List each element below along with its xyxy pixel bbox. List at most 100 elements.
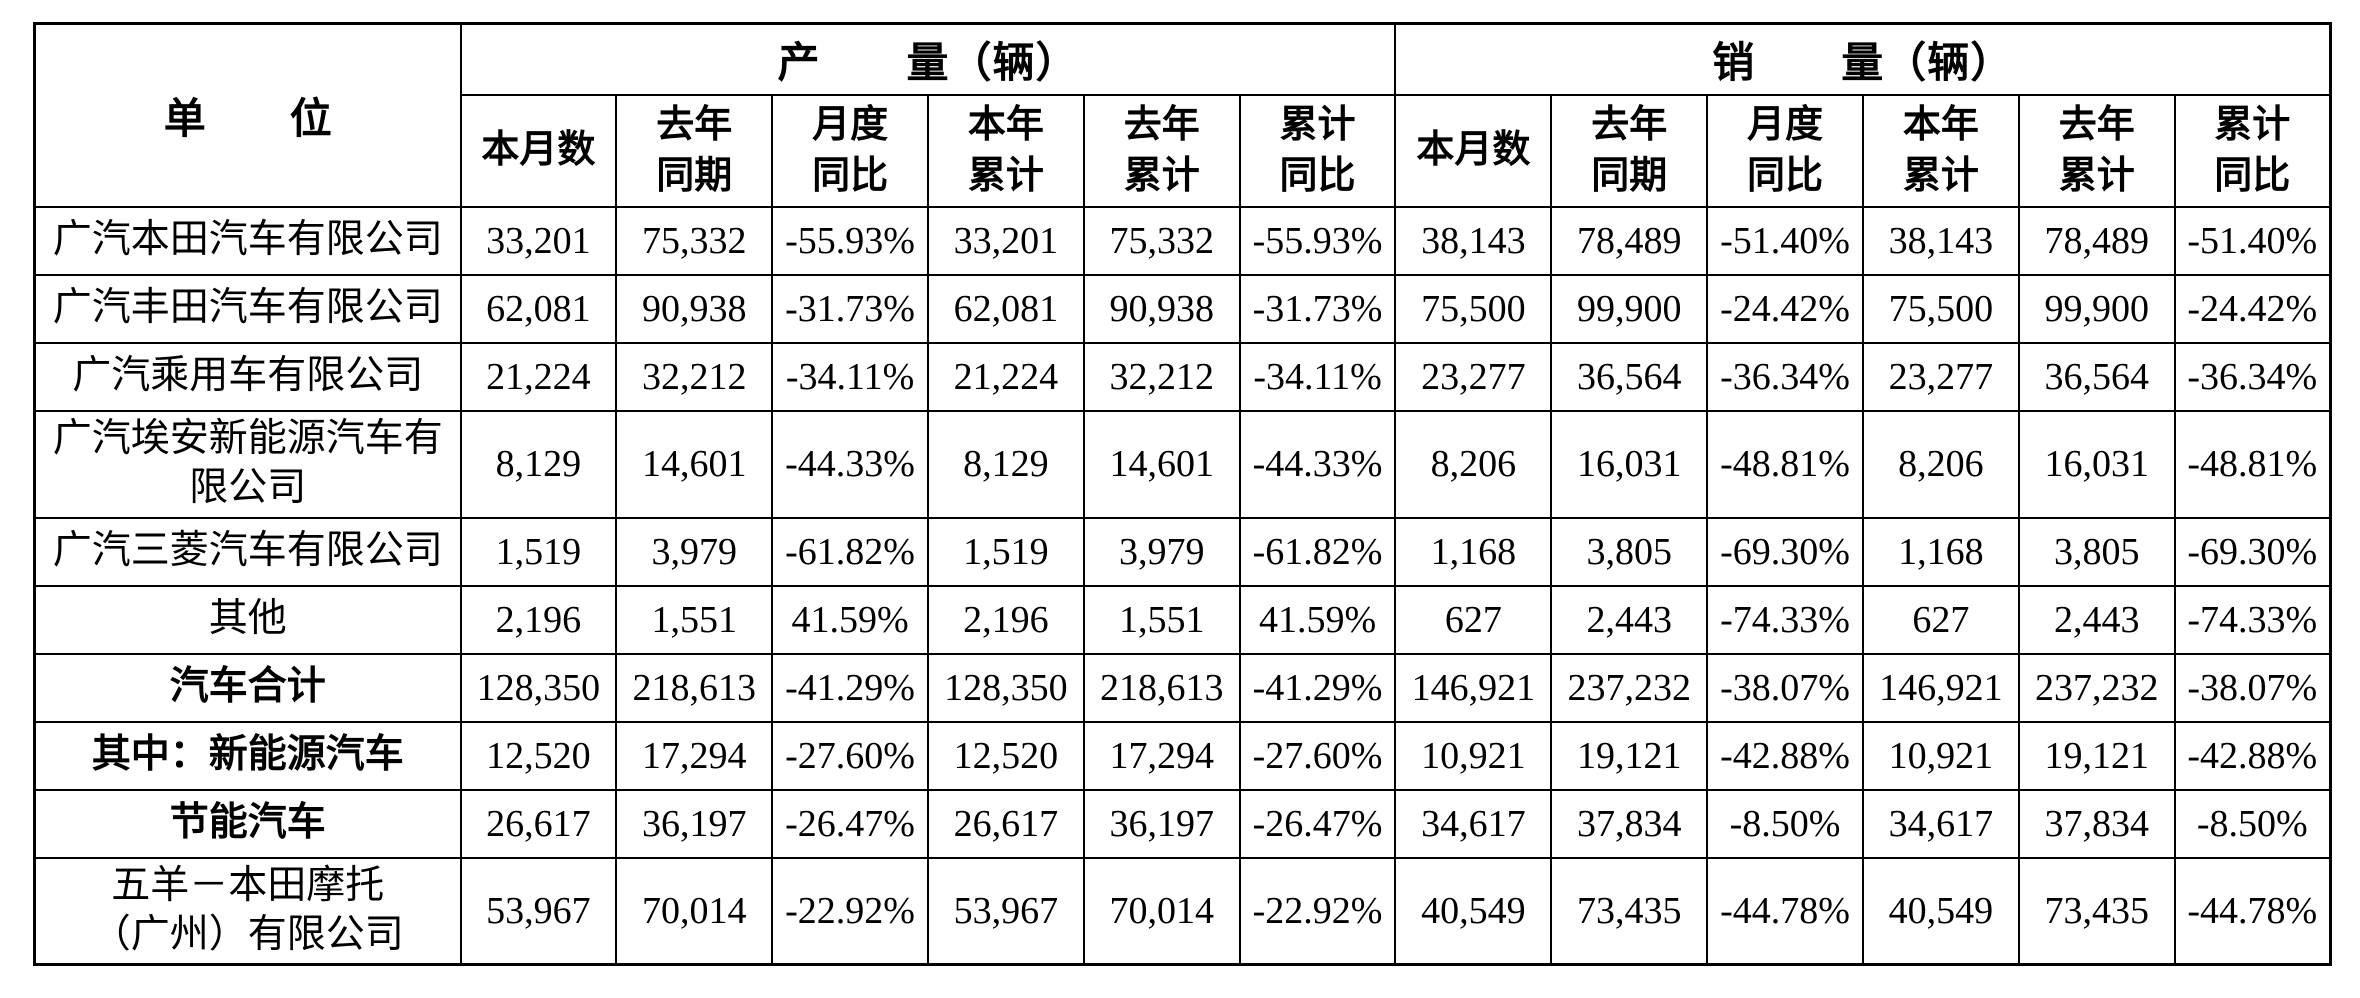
sales-value-cell: 75,500 xyxy=(1861,273,2020,344)
production-value-cell: -31.73% xyxy=(1238,273,1397,344)
sub-header-row: 本月数 去年 同期 月度 同比 本年 累计 去年 累计 累计 同比 本月数 去年 同期 月度 同… xyxy=(35,93,2332,208)
table-row: 五羊－本田摩托 （广州）有限公司 53,967 70,014 -22.92% 53,96… xyxy=(33,856,2332,966)
sales-value-cell: 627 xyxy=(1394,584,1553,655)
sales-value-cell: 10,921 xyxy=(1394,720,1553,791)
sales-value-cell: 1,168 xyxy=(1861,516,2020,587)
company-name-cell: 广汽本田汽车有限公司 xyxy=(33,205,462,276)
production-value-cell: 26,617 xyxy=(926,788,1085,859)
production-value-cell: -31.73% xyxy=(771,273,929,344)
production-value-cell: 32,212 xyxy=(1082,341,1241,412)
production-value-cell: 3,979 xyxy=(1082,516,1241,587)
table-row: 广汽本田汽车有限公司 33,201 75,332 -55.93% 33,201 75,33… xyxy=(33,205,2332,276)
sales-value-cell: 73,435 xyxy=(2017,856,2176,966)
company-name-cell: 汽车合计 xyxy=(33,652,462,723)
sales-value-cell: 36,564 xyxy=(2017,341,2176,412)
sales-value-cell: 23,277 xyxy=(1394,341,1553,412)
sales-value-cell: 34,617 xyxy=(1861,788,2020,859)
sales-value-cell: -36.34% xyxy=(2173,341,2332,412)
production-value-cell: -22.92% xyxy=(771,856,929,966)
sub-header-production-5: 累计 同比 xyxy=(1238,93,1397,208)
sales-value-cell: -24.42% xyxy=(1706,273,1864,344)
sales-value-cell: 2,443 xyxy=(2017,584,2176,655)
sales-value-cell: 40,549 xyxy=(1861,856,2020,966)
sales-value-cell: -69.30% xyxy=(2173,516,2332,587)
company-name-cell: 节能汽车 xyxy=(33,788,462,859)
production-value-cell: 2,196 xyxy=(459,584,618,655)
sales-value-cell: 78,489 xyxy=(2017,205,2176,276)
sub-header-sales-4: 去年 累计 xyxy=(2017,93,2176,208)
unit-column-header: 单 位 xyxy=(33,22,462,208)
sales-value-cell: 38,143 xyxy=(1861,205,2020,276)
company-name-cell: 广汽三菱汽车有限公司 xyxy=(33,516,462,587)
sales-value-cell: 8,206 xyxy=(1861,409,2020,519)
table-row: 广汽乘用车有限公司 21,224 32,212 -34.11% 21,224 32,212… xyxy=(33,341,2332,412)
production-value-cell: 3,979 xyxy=(615,516,774,587)
sales-value-cell: -8.50% xyxy=(1706,788,1864,859)
sales-value-cell: 99,900 xyxy=(1550,273,1709,344)
production-value-cell: -27.60% xyxy=(1238,720,1397,791)
sub-header-production-1: 去年 同期 xyxy=(615,93,774,208)
production-value-cell: 17,294 xyxy=(1082,720,1241,791)
production-value-cell: -26.47% xyxy=(771,788,929,859)
sales-value-cell: 78,489 xyxy=(1550,205,1709,276)
production-value-cell: 128,350 xyxy=(926,652,1085,723)
sales-value-cell: 237,232 xyxy=(1550,652,1709,723)
sales-value-cell: 146,921 xyxy=(1394,652,1553,723)
production-value-cell: -55.93% xyxy=(1238,205,1397,276)
production-value-cell: -26.47% xyxy=(1238,788,1397,859)
sales-value-cell: 627 xyxy=(1861,584,2020,655)
production-group-header: 产 量（辆） xyxy=(459,22,1397,96)
production-value-cell: 53,967 xyxy=(926,856,1085,966)
production-value-cell: 17,294 xyxy=(615,720,774,791)
production-value-cell: 36,197 xyxy=(1082,788,1241,859)
production-value-cell: 75,332 xyxy=(1082,205,1241,276)
sales-value-cell: -38.07% xyxy=(1706,652,1864,723)
company-name-cell: 广汽丰田汽车有限公司 xyxy=(33,273,462,344)
table-row: 汽车合计 128,350 218,613 -41.29% 128,350 218,613-… xyxy=(33,652,2332,723)
sales-value-cell: 8,206 xyxy=(1394,409,1553,519)
sales-value-cell: 19,121 xyxy=(2017,720,2176,791)
production-value-cell: 8,129 xyxy=(459,409,618,519)
production-value-cell: 26,617 xyxy=(459,788,618,859)
production-value-cell: -27.60% xyxy=(771,720,929,791)
sales-value-cell: -24.42% xyxy=(2173,273,2332,344)
sales-value-cell: -36.34% xyxy=(1706,341,1864,412)
sales-group-header: 销 量（辆） xyxy=(1394,22,2332,96)
sub-header-sales-5: 累计 同比 xyxy=(2173,93,2332,208)
sales-value-cell: 99,900 xyxy=(2017,273,2176,344)
production-value-cell: -55.93% xyxy=(771,205,929,276)
table-row: 节能汽车 26,617 36,197 -26.47% 26,617 36,197 -26.4… xyxy=(33,788,2332,859)
production-value-cell: -34.11% xyxy=(1238,341,1397,412)
production-value-cell: -44.33% xyxy=(771,409,929,519)
production-value-cell: 41.59% xyxy=(771,584,929,655)
sub-header-sales-3: 本年 累计 xyxy=(1861,93,2020,208)
sales-value-cell: 19,121 xyxy=(1550,720,1709,791)
sales-value-cell: -42.88% xyxy=(2173,720,2332,791)
production-value-cell: 62,081 xyxy=(926,273,1085,344)
production-value-cell: 128,350 xyxy=(459,652,618,723)
sales-value-cell: 146,921 xyxy=(1861,652,2020,723)
production-value-cell: 218,613 xyxy=(615,652,774,723)
production-value-cell: 41.59% xyxy=(1238,584,1397,655)
production-value-cell: 218,613 xyxy=(1082,652,1241,723)
sales-value-cell: -48.81% xyxy=(2173,409,2332,519)
production-value-cell: 12,520 xyxy=(459,720,618,791)
sales-value-cell: -44.78% xyxy=(1706,856,1864,966)
sales-value-cell: -38.07% xyxy=(2173,652,2332,723)
sales-value-cell: 3,805 xyxy=(1550,516,1709,587)
sales-value-cell: -48.81% xyxy=(1706,409,1864,519)
sales-value-cell: 40,549 xyxy=(1394,856,1553,966)
production-value-cell: 70,014 xyxy=(615,856,774,966)
company-name-cell: 其他 xyxy=(33,584,462,655)
sales-value-cell: -8.50% xyxy=(2173,788,2332,859)
production-value-cell: -44.33% xyxy=(1238,409,1397,519)
production-value-cell: -22.92% xyxy=(1238,856,1397,966)
company-name-cell: 五羊－本田摩托 （广州）有限公司 xyxy=(33,856,462,966)
sales-value-cell: -44.78% xyxy=(2173,856,2332,966)
sales-value-cell: -69.30% xyxy=(1706,516,1864,587)
sales-value-cell: 10,921 xyxy=(1861,720,2020,791)
sales-value-cell: 37,834 xyxy=(1550,788,1709,859)
sales-value-cell: 16,031 xyxy=(2017,409,2176,519)
production-value-cell: 21,224 xyxy=(926,341,1085,412)
production-value-cell: 32,212 xyxy=(615,341,774,412)
